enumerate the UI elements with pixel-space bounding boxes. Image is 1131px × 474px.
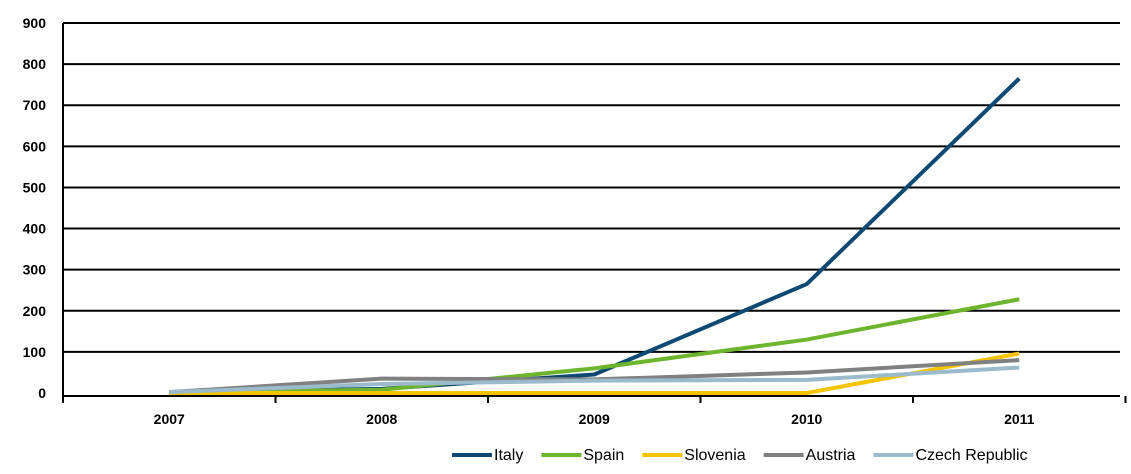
gridlines	[63, 22, 1120, 353]
x-tick-label: 2010	[791, 411, 822, 427]
y-axis-tick-labels: 0 100 200 300 400 500 600 700 800 900	[23, 15, 47, 401]
y-tick-label: 100	[23, 344, 47, 360]
legend: Italy Spain Slovenia Austria Czech Republic	[452, 447, 1028, 464]
series-line-spain	[169, 297, 1020, 395]
series-line-czech-republic	[169, 365, 1020, 395]
y-tick-label: 300	[23, 262, 47, 278]
y-tick-label: 400	[23, 221, 47, 237]
legend-label: Italy	[494, 447, 523, 464]
y-tick-label: 900	[23, 15, 47, 31]
series-lines	[169, 77, 1021, 395]
legend-label: Spain	[583, 447, 624, 464]
legend-item-czech-republic: Czech Republic	[873, 447, 1028, 464]
legend-item-italy: Italy	[452, 447, 523, 464]
y-tick-label: 0	[38, 385, 46, 401]
legend-label: Slovenia	[684, 447, 745, 464]
x-tick-label: 2008	[366, 411, 397, 427]
legend-item-austria: Austria	[763, 447, 856, 464]
y-tick-label: 500	[23, 179, 47, 195]
y-tick-label: 700	[23, 97, 47, 113]
series-line-italy	[169, 77, 1021, 395]
x-tick-label: 2011	[1004, 411, 1035, 427]
y-tick-label: 800	[23, 56, 47, 72]
axes	[62, 23, 1127, 403]
y-tick-label: 200	[23, 303, 47, 319]
legend-label: Czech Republic	[915, 447, 1027, 464]
legend-item-spain: Spain	[541, 447, 624, 464]
legend-item-slovenia: Slovenia	[642, 447, 746, 464]
x-tick-label: 2009	[579, 411, 610, 427]
x-tick-label: 2007	[154, 411, 185, 427]
series-line-slovenia	[169, 351, 1020, 395]
x-axis-tick-labels: 2007 2008 2009 2010 2011	[154, 411, 1035, 427]
y-tick-label: 600	[23, 138, 47, 154]
legend-label: Austria	[806, 447, 856, 464]
